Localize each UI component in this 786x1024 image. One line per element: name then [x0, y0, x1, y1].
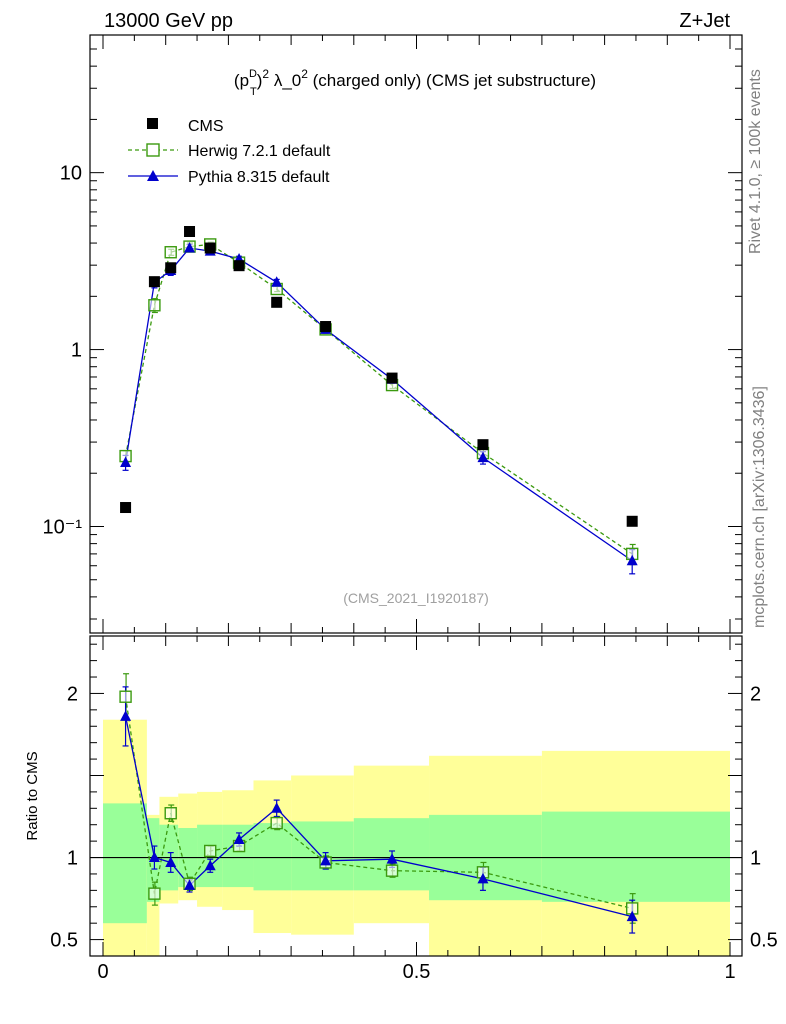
x-tick-label: 1	[724, 961, 735, 983]
pythia-main-point	[120, 456, 132, 467]
legend: CMS Herwig 7.2.1 default Pythia 8.315 de…	[128, 118, 331, 186]
herwig-ratio-point	[270, 816, 283, 830]
cms-data-point	[184, 225, 196, 237]
legend-cms-marker	[147, 118, 158, 129]
pythia-ratio-point	[148, 851, 160, 863]
x-tick-label: 0.5	[403, 961, 431, 983]
cms-data-point	[120, 502, 132, 514]
ratio-y-tick-label: 0.5	[50, 930, 78, 952]
rivet-version-label: Rivet 4.1.0, ≥ 100k events	[747, 69, 764, 254]
pythia-ratio-point	[120, 710, 132, 721]
stat-uncertainty-band	[222, 824, 254, 888]
ratio-uncertainty-bands	[90, 719, 742, 956]
pythia-ratio-point	[271, 802, 283, 813]
main-y-tick-label: 10⁻¹	[43, 516, 83, 538]
process-label: Z+Jet	[679, 10, 730, 32]
cms-data-point	[626, 515, 638, 527]
stat-uncertainty-band	[353, 818, 430, 891]
cms-data-point	[148, 276, 160, 288]
cms-data-point	[386, 372, 398, 384]
herwig-main-point	[148, 299, 161, 312]
herwig-ratio-point	[385, 864, 399, 877]
stat-uncertainty-band	[253, 823, 292, 891]
ratio-y-tick-label-right: 0.5	[750, 930, 778, 952]
main-y-tick-label: 1	[71, 340, 82, 362]
data-marks	[119, 225, 639, 934]
pythia-main-point	[626, 554, 638, 566]
cms-data-point	[233, 260, 245, 272]
legend-pythia-label: Pythia 8.315 default	[188, 169, 330, 186]
legend-pythia-marker	[147, 170, 159, 181]
pythia-main-point	[477, 451, 489, 463]
pythia-main-point	[271, 276, 283, 287]
axis-ticks	[90, 34, 742, 956]
herwig-main-point	[164, 246, 177, 259]
legend-herwig-label: Herwig 7.2.1 default	[188, 143, 331, 160]
ratio-y-tick-label-right: 1	[750, 848, 761, 870]
pythia-main-line	[124, 247, 633, 562]
pythia-ratio-point	[320, 854, 332, 866]
ratio-y-tick-label: 1	[67, 848, 78, 870]
x-tick-label: 0	[97, 961, 108, 983]
main-y-tick-label: 10	[60, 163, 82, 185]
stat-uncertainty-band	[541, 811, 730, 902]
pythia-ratio-point	[233, 833, 245, 844]
herwig-ratio-point	[148, 887, 161, 900]
plot-title: (pD T)2 λ_02 (charged only) (CMS jet subs…	[234, 67, 596, 98]
herwig-ratio-point	[119, 690, 132, 703]
pythia-ratio-point	[204, 859, 216, 871]
pythia-main-point	[184, 242, 196, 253]
ratio-y-tick-label-right: 2	[750, 683, 761, 705]
cms-data-point	[271, 296, 283, 308]
ratio-y-axis-label: Ratio to CMS	[24, 751, 41, 840]
stat-uncertainty-band	[103, 803, 147, 924]
pythia-ratio-point	[626, 910, 638, 922]
cms-data-point	[477, 439, 489, 451]
cms-data-point	[320, 321, 332, 333]
pythia-ratio-point	[165, 856, 177, 867]
legend-cms-label: CMS	[188, 118, 224, 135]
legend-herwig-marker	[146, 143, 160, 157]
tick-labels: 10 1 10⁻¹ 2 2 1 1 0.5 0.5 0 0.5 1	[43, 163, 778, 983]
cms-data-point	[165, 262, 177, 274]
stat-uncertainty-band	[291, 821, 354, 891]
ratio-y-tick-label: 2	[67, 683, 78, 705]
pythia-ratio-point	[386, 853, 398, 864]
mcplots-citation-label: mcplots.cern.ch [arXiv:1306.3436]	[751, 386, 768, 628]
herwig-ratio-point	[164, 807, 177, 820]
collision-energy-label: 13000 GeV pp	[104, 10, 233, 32]
herwig-ratio-point	[204, 844, 217, 858]
pythia-ratio-point	[477, 872, 489, 884]
analysis-id-label: (CMS_2021_I1920187)	[343, 590, 489, 606]
pythia-ratio-point	[184, 879, 196, 890]
cms-data-point	[204, 242, 216, 254]
